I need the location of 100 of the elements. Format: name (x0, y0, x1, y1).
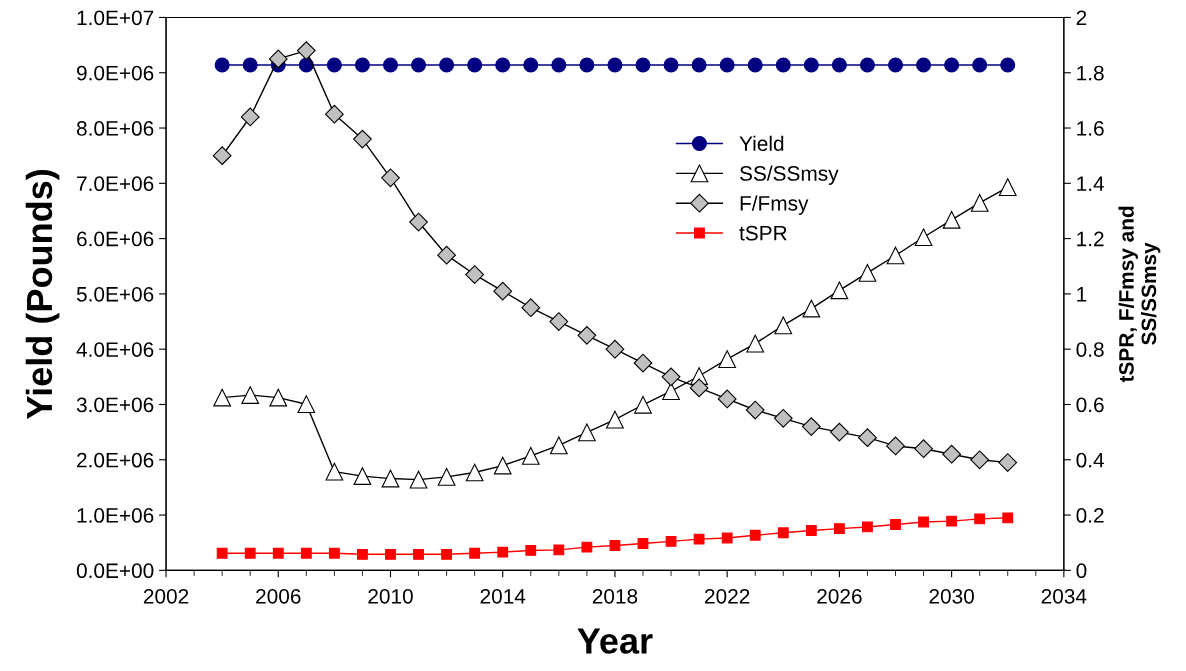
point (946, 515, 958, 527)
point (661, 367, 681, 387)
point (297, 395, 316, 414)
x-tick-label: 2010 (368, 588, 413, 604)
point (718, 350, 737, 369)
point (858, 263, 877, 282)
point (830, 281, 849, 300)
point (633, 353, 653, 373)
point (244, 547, 256, 559)
point (268, 49, 288, 69)
point (717, 389, 737, 409)
point (609, 540, 621, 551)
y2-tick-label: 0 (1076, 563, 1087, 579)
y-axis-title: Yield (Pounds) (25, 169, 60, 419)
point (974, 513, 986, 525)
y-tick-label: 2.0E+06 (77, 452, 154, 468)
point (746, 334, 765, 353)
point (970, 194, 989, 212)
point (693, 533, 705, 545)
point (353, 129, 372, 149)
y2-axis-title: tSPR, F/Fmsy and SS/SSmsy (1118, 206, 1161, 383)
y-tick-label: 9.0E+06 (77, 65, 154, 81)
x-tick-label: 2034 (1041, 588, 1087, 604)
y2-tick-label: 1.8 (1077, 65, 1104, 81)
y2-tick-label: 0.2 (1076, 508, 1104, 523)
point (918, 516, 929, 528)
point (577, 325, 597, 345)
point (942, 444, 962, 464)
point (269, 388, 288, 407)
point (441, 548, 453, 560)
point (634, 395, 652, 414)
y-tick-label: 7.0E+06 (77, 176, 154, 192)
y-tick-label: 8.0E+06 (76, 121, 154, 136)
y-tick-label: 1.0E+06 (77, 508, 154, 523)
point (890, 519, 901, 530)
point (749, 529, 761, 541)
point (357, 548, 368, 560)
point (381, 168, 400, 188)
point (942, 210, 961, 229)
legend-label: SS/SSmsy (739, 165, 839, 185)
point (970, 450, 990, 470)
y2-tick-label: 1.6 (1077, 121, 1104, 136)
point (437, 245, 456, 265)
point (413, 548, 424, 560)
point (493, 456, 512, 475)
y-tick-label: 4.0E+06 (76, 342, 154, 357)
point (409, 470, 428, 489)
point (777, 527, 789, 539)
point (805, 525, 817, 536)
point (549, 312, 569, 331)
point (465, 463, 484, 482)
point (521, 447, 540, 465)
legend-label: tSPR (739, 225, 787, 241)
point (662, 382, 680, 401)
y-tick-label: 3.0E+06 (76, 397, 154, 413)
point (914, 228, 933, 247)
point (381, 469, 400, 488)
legend-label: F/Fmsy (740, 195, 809, 215)
y-tick-label: 5.0E+06 (76, 286, 154, 302)
point (353, 467, 372, 485)
x-tick-label: 2002 (143, 588, 189, 604)
point (745, 400, 765, 420)
y2-tick-label: 0.8 (1076, 342, 1104, 357)
point (862, 521, 873, 533)
point (689, 378, 709, 398)
point (998, 453, 1018, 472)
x-axis-title: Year (577, 628, 653, 654)
y2-tick-label: 2 (1076, 10, 1087, 25)
point (216, 547, 228, 559)
point (272, 547, 284, 559)
point (240, 107, 260, 127)
y-tick-label: 6.0E+06 (77, 231, 154, 247)
point (802, 299, 821, 318)
point (437, 468, 456, 486)
point (300, 547, 312, 559)
point (665, 535, 677, 547)
point (549, 436, 568, 455)
point (328, 547, 340, 559)
point (497, 546, 509, 558)
point (998, 178, 1017, 197)
x-tick-label: 2006 (256, 588, 301, 604)
point (858, 428, 877, 448)
point (914, 439, 933, 459)
point (801, 417, 821, 436)
y2-tick-label: 0.6 (1076, 397, 1104, 413)
point (886, 246, 905, 265)
x-tick-label: 2014 (480, 588, 526, 604)
point (465, 265, 485, 284)
x-tick-label: 2026 (817, 588, 862, 604)
point (325, 462, 344, 481)
point (1002, 512, 1014, 524)
point (553, 544, 565, 556)
y2-tick-label: 1.4 (1077, 176, 1104, 191)
point (581, 541, 593, 553)
legend-label: Yield (739, 135, 784, 152)
point (469, 547, 481, 559)
point (605, 339, 625, 359)
y-tick-label: 1.0E+07 (77, 10, 154, 26)
point (213, 388, 232, 407)
point (385, 548, 396, 560)
